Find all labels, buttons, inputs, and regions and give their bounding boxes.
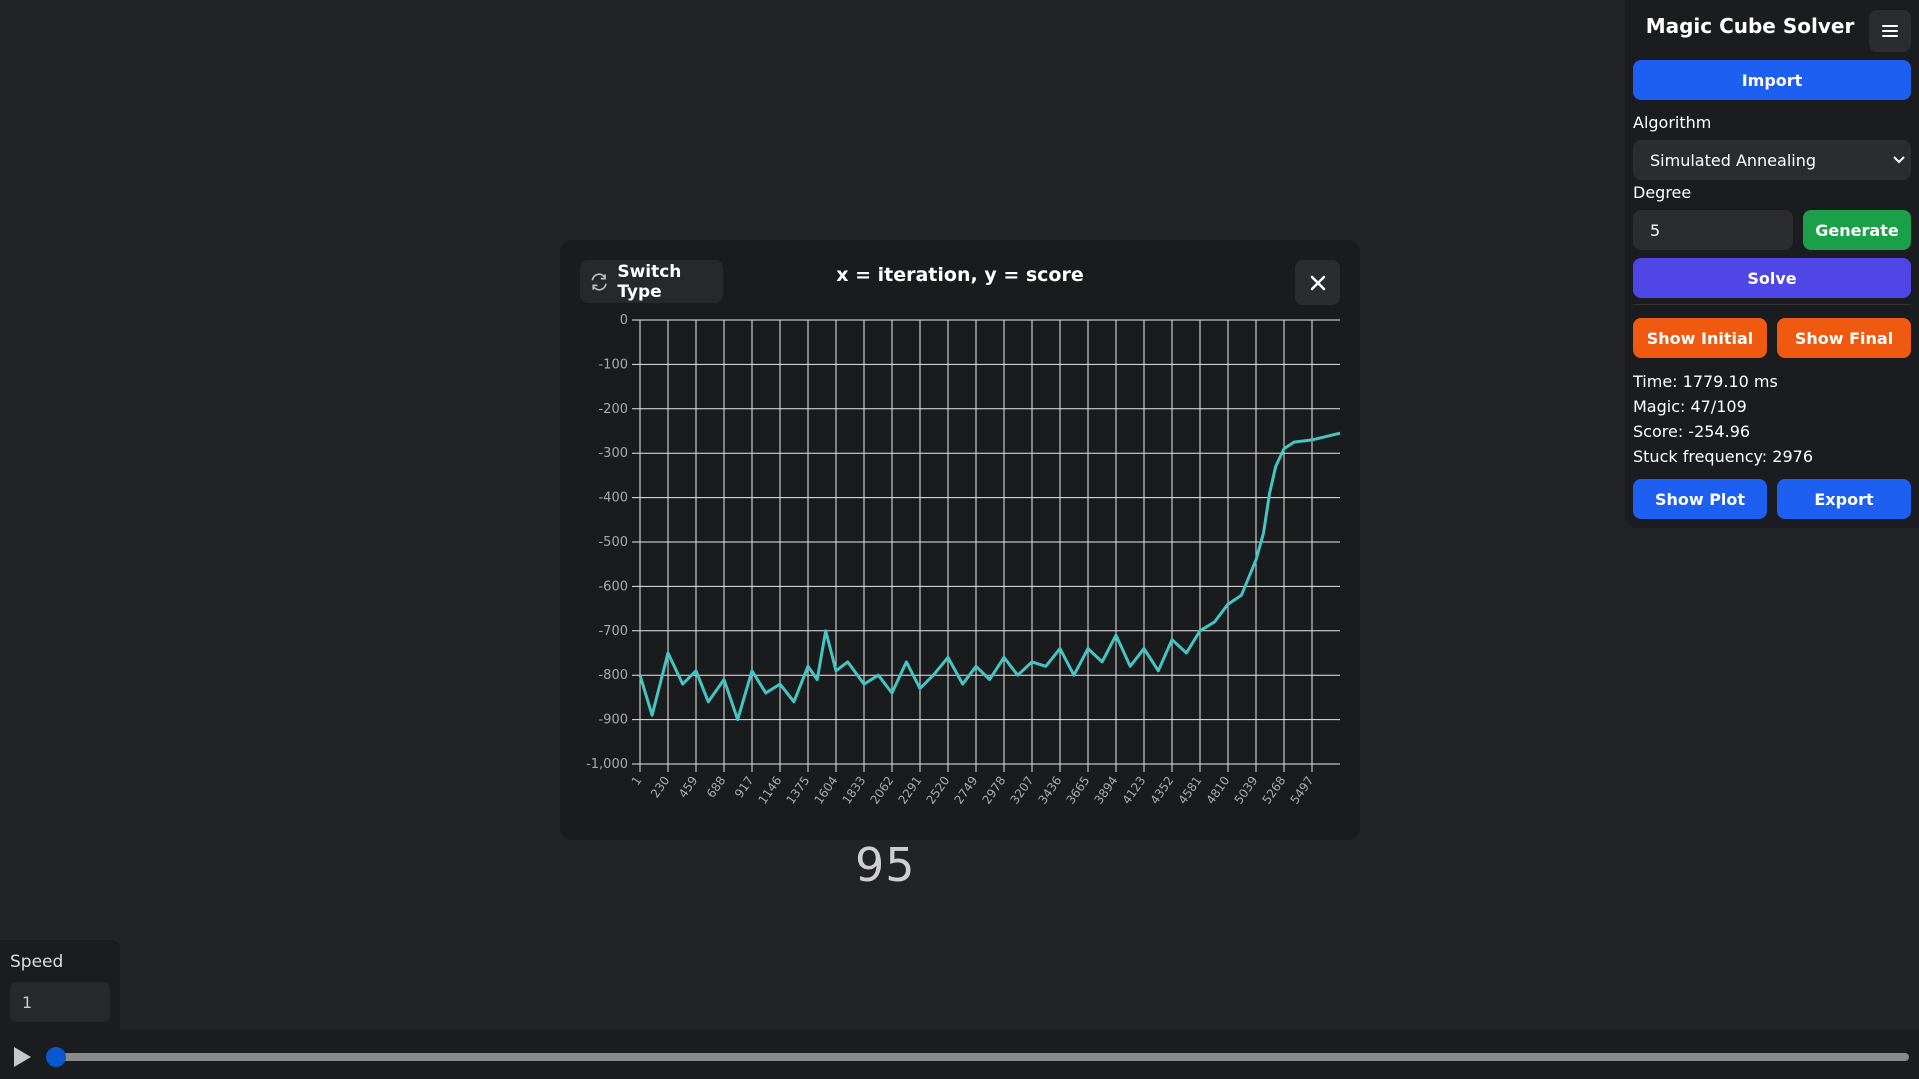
divider [1633,304,1911,305]
x-tick-label: 1146 [755,774,784,807]
y-tick-label: -1,000 [586,757,628,772]
x-tick-label: 1604 [811,774,840,807]
degree-input[interactable]: 5 [1633,210,1793,250]
x-tick-label: 5497 [1287,774,1316,807]
x-tick-label: 1375 [783,774,812,807]
x-tick-label: 230 [648,774,673,801]
control-panel: Magic Cube Solver Import Algorithm Simul… [1625,0,1919,528]
x-tick-label: 2978 [979,774,1008,807]
show-plot-button[interactable]: Show Plot [1633,479,1767,519]
show-initial-button[interactable]: Show Initial [1633,318,1767,358]
export-button[interactable]: Export [1777,479,1911,519]
playback-slider-track[interactable] [52,1053,1909,1061]
y-tick-label: 0 [620,313,628,328]
show-final-button[interactable]: Show Final [1777,318,1911,358]
x-tick-label: 3207 [1007,774,1036,807]
algorithm-select-value: Simulated Annealing [1650,150,1816,170]
y-tick-label: -400 [598,491,628,506]
speed-label: Speed [10,952,64,972]
x-tick-label: 1 [629,774,645,788]
stat-stuck-frequency: Stuck frequency: 2976 [1633,447,1813,466]
y-tick-label: -700 [598,624,628,639]
solve-button[interactable]: Solve [1633,258,1911,298]
y-tick-label: -300 [598,446,628,461]
x-tick-label: 917 [732,774,757,801]
y-tick-label: -100 [598,357,628,372]
x-tick-label: 1833 [839,774,868,807]
chart-title: x = iteration, y = score [836,264,1084,286]
x-tick-label: 3894 [1091,774,1120,807]
stat-time: Time: 1779.10 ms [1633,372,1778,391]
y-tick-label: -900 [598,713,628,728]
x-tick-label: 688 [704,774,729,801]
switch-type-button[interactable]: Switch Type [580,260,723,303]
algorithm-label: Algorithm [1633,113,1712,132]
switch-type-label: Switch Type [617,261,682,302]
playback-slider-thumb[interactable] [46,1047,66,1067]
generate-button[interactable]: Generate [1803,210,1911,250]
algorithm-select[interactable]: Simulated Annealing [1633,140,1911,180]
x-tick-label: 2062 [867,774,896,807]
x-tick-label: 459 [676,774,701,801]
app-title: Magic Cube Solver [1645,14,1855,38]
degree-label: Degree [1633,183,1692,202]
x-tick-label: 4810 [1203,774,1232,807]
x-tick-label: 3436 [1035,774,1064,807]
playback-bar [0,1030,1919,1079]
close-icon [1310,275,1325,290]
x-tick-label: 2520 [923,774,952,807]
menu-icon [1882,25,1898,37]
chevron-down-icon [1893,156,1905,164]
x-tick-label: 3665 [1063,774,1092,807]
switch-icon [591,272,607,291]
x-tick-label: 4123 [1119,774,1148,807]
y-tick-label: -600 [598,579,628,594]
stat-magic: Magic: 47/109 [1633,397,1747,416]
y-tick-label: -800 [598,668,628,683]
score-series-line [638,431,1341,722]
score-line-chart: 0 -100 -200 -300 -400 -500 -600 -700 -800 -900 -1,… [586,313,1341,807]
speed-input[interactable]: 1 [10,982,110,1022]
x-tick-label: 5039 [1231,774,1260,807]
plot-modal: Switch Type x = iteration, y = score 0 -1… [560,240,1360,840]
y-tick-label: -200 [598,402,628,417]
x-tick-label: 2291 [895,774,924,807]
y-tick-label: -500 [598,535,628,550]
cube-cell-number: 95 [855,838,916,892]
menu-button[interactable] [1869,10,1911,52]
x-tick-label: 4581 [1175,774,1204,807]
x-tick-label: 2749 [951,774,980,807]
x-tick-label: 4352 [1147,774,1176,807]
x-tick-label: 5268 [1259,774,1288,807]
stat-score: Score: -254.96 [1633,422,1751,441]
import-button[interactable]: Import [1633,60,1911,100]
close-button[interactable] [1295,260,1340,305]
play-icon[interactable] [10,1045,34,1069]
